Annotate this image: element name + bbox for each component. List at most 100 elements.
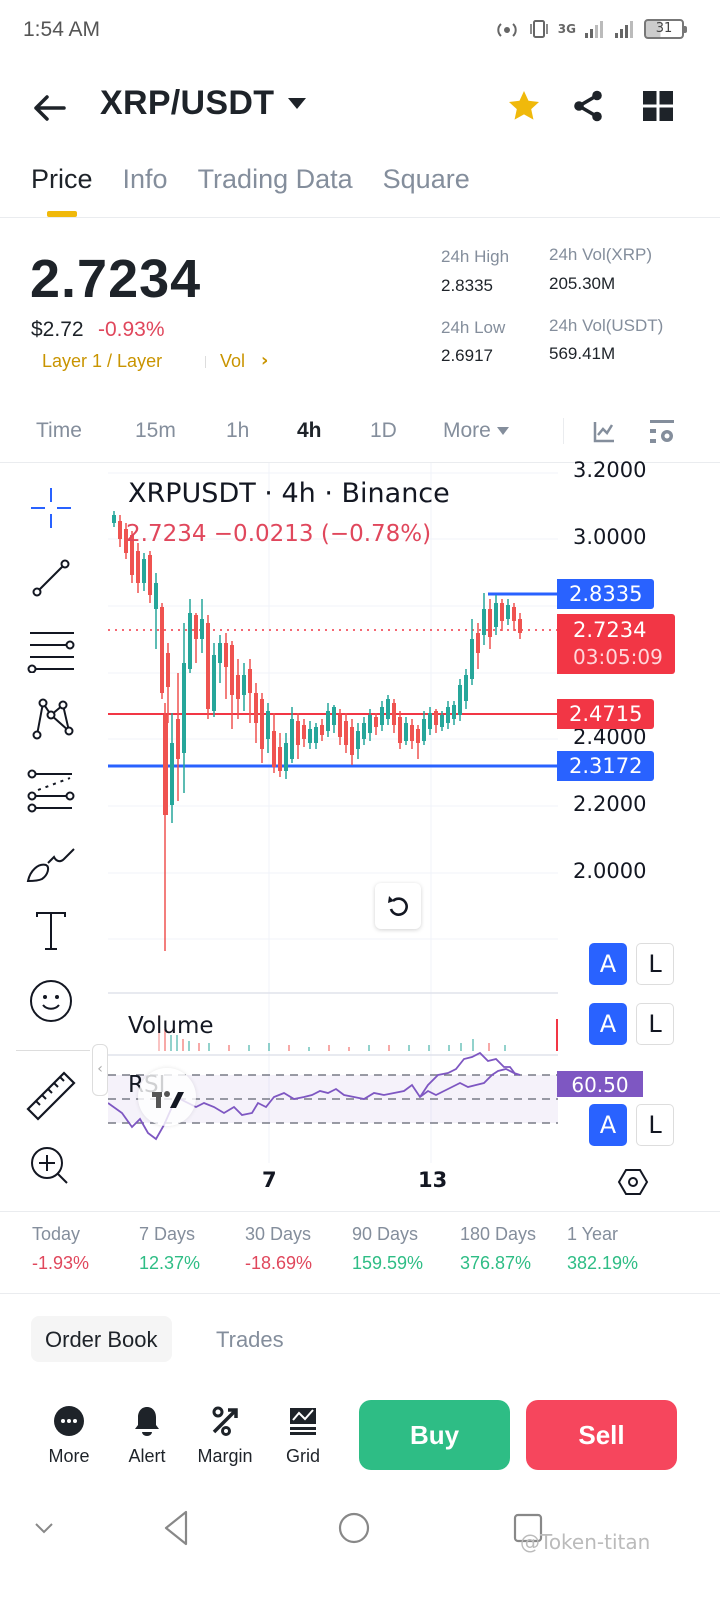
nav-recents-icon[interactable] xyxy=(512,1512,544,1546)
tradingview-icon xyxy=(152,1091,184,1108)
text-tool[interactable] xyxy=(24,904,78,958)
brush-tool[interactable] xyxy=(24,834,78,888)
chart-title: XRPUSDT · 4h · Binance xyxy=(128,478,450,509)
auto-scale-button[interactable]: A xyxy=(589,943,627,985)
emoji-tool[interactable] xyxy=(24,974,78,1028)
collapse-toolbar-handle[interactable]: ‹ xyxy=(92,1044,108,1096)
interval-1d[interactable]: 1D xyxy=(370,419,397,442)
volume-pane-label: Volume xyxy=(128,1013,214,1039)
prediction-tool[interactable] xyxy=(24,763,78,817)
nav-home-icon[interactable] xyxy=(336,1510,372,1546)
perf-label: 180 Days xyxy=(460,1224,537,1244)
pattern-tool[interactable] xyxy=(24,692,78,746)
category-tag[interactable]: Layer 1 / Layer xyxy=(42,351,163,371)
perf-7d: 7 Days 12.37% xyxy=(139,1224,200,1274)
text-icon xyxy=(36,912,66,950)
perf-label: Today xyxy=(32,1224,81,1244)
y-tick: 2.4000 xyxy=(573,725,647,749)
grid-action[interactable]: Grid xyxy=(268,1404,338,1467)
pattern-icon xyxy=(32,698,74,740)
signal-icon xyxy=(585,21,603,38)
volume-auto-button[interactable]: A xyxy=(589,1003,627,1045)
caret-down-icon xyxy=(496,427,509,436)
log-scale-button[interactable]: L xyxy=(636,943,674,985)
hotspot-icon xyxy=(497,23,517,37)
perf-value: 12.37% xyxy=(139,1253,201,1273)
vol-base-value: 205.30M xyxy=(549,274,616,293)
x-tick: 7 xyxy=(262,1168,277,1192)
vol-tag[interactable]: Vol xyxy=(220,351,246,371)
vol-quote-value: 569.41M xyxy=(549,344,616,363)
vibrate-icon xyxy=(530,20,548,38)
perf-label: 7 Days xyxy=(139,1224,196,1244)
fib-retracement-icon xyxy=(27,632,75,673)
pair-name: XRP/USDT xyxy=(100,84,275,122)
indicators-icon[interactable] xyxy=(592,420,616,444)
tab-order-book[interactable]: Order Book xyxy=(31,1316,172,1362)
action-label: More xyxy=(48,1446,90,1466)
action-label: Alert xyxy=(128,1446,166,1466)
battery-icon: 31 xyxy=(644,19,687,39)
vol-base-label: 24h Vol(XRP) xyxy=(549,245,652,264)
nav-back-icon[interactable] xyxy=(160,1508,192,1548)
interval-bar: Time 15m 1h 4h 1D More xyxy=(36,419,509,443)
y-tick: 2.0000 xyxy=(573,859,647,883)
interval-more[interactable]: More xyxy=(443,419,509,443)
tab-trades[interactable]: Trades xyxy=(216,1327,284,1352)
low-label: 24h Low xyxy=(441,318,506,337)
tab-info[interactable]: Info xyxy=(122,164,168,194)
candle-countdown: 03:05:09 xyxy=(573,645,663,669)
star-icon[interactable] xyxy=(506,88,542,124)
crosshair-icon xyxy=(31,488,71,528)
more-icon xyxy=(54,1406,84,1436)
alert-action[interactable]: Alert xyxy=(112,1404,182,1467)
chevron-right-icon: › xyxy=(261,350,269,371)
zoom-in-tool[interactable] xyxy=(24,1138,78,1192)
reset-chart-button[interactable] xyxy=(375,883,421,929)
ruler-icon xyxy=(26,1071,76,1121)
interval-1h[interactable]: 1h xyxy=(226,419,250,442)
ruler-tool[interactable] xyxy=(24,1069,78,1123)
tab-price[interactable]: Price xyxy=(31,164,93,194)
sell-button[interactable]: Sell xyxy=(526,1400,677,1470)
perf-label: 90 Days xyxy=(352,1224,419,1244)
tab-square[interactable]: Square xyxy=(382,164,470,194)
rsi-value-tag: 60.50 xyxy=(557,1071,643,1097)
rsi-auto-button[interactable]: A xyxy=(589,1104,627,1146)
share-icon[interactable] xyxy=(570,88,606,124)
perf-value: 376.87% xyxy=(460,1253,532,1273)
chart-settings-icon[interactable] xyxy=(648,418,676,446)
high-value: 2.8335 xyxy=(441,276,493,295)
perf-label: 30 Days xyxy=(245,1224,312,1244)
divider xyxy=(0,462,720,463)
tradingview-logo[interactable] xyxy=(138,1068,196,1126)
status-time: 1:54 AM xyxy=(23,18,101,41)
interval-4h[interactable]: 4h xyxy=(297,419,322,442)
resistance-tag: 2.4715 xyxy=(557,699,655,729)
grid-icon[interactable] xyxy=(640,88,676,124)
support-tag: 2.3172 xyxy=(557,751,655,781)
tag-divider xyxy=(205,356,206,368)
y-tick: 3.0000 xyxy=(573,525,647,549)
rsi-log-button[interactable]: L xyxy=(636,1104,674,1146)
trend-line-tool[interactable] xyxy=(24,551,78,605)
interval-15m[interactable]: 15m xyxy=(135,419,176,442)
crosshair-tool[interactable] xyxy=(24,481,78,535)
chart-settings-hex-icon[interactable] xyxy=(617,1166,649,1198)
buy-button[interactable]: Buy xyxy=(359,1400,510,1470)
active-tab-indicator xyxy=(47,211,77,217)
last-price: 2.7234 xyxy=(30,249,202,309)
usd-price: $2.72 xyxy=(31,318,84,341)
price-change-pct: -0.93% xyxy=(98,318,165,341)
watermark: @Token-titan xyxy=(520,1530,651,1554)
low-value: 2.6917 xyxy=(441,346,493,365)
volume-log-button[interactable]: L xyxy=(636,1003,674,1045)
interval-time[interactable]: Time xyxy=(36,419,82,442)
more-action[interactable]: More xyxy=(34,1404,104,1467)
pair-selector[interactable]: XRP/USDT xyxy=(100,84,307,123)
back-arrow-icon[interactable] xyxy=(32,88,68,128)
margin-action[interactable]: Margin xyxy=(190,1404,260,1467)
tab-trading-data[interactable]: Trading Data xyxy=(197,164,353,194)
fib-tool[interactable] xyxy=(24,622,78,676)
nav-hide-icon[interactable] xyxy=(32,1518,56,1538)
